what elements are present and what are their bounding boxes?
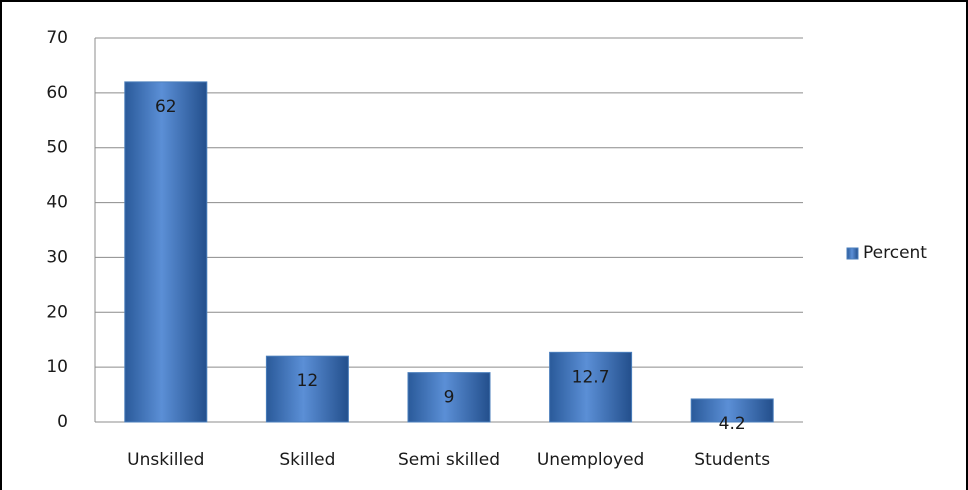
bar — [124, 81, 208, 423]
data-label: 62 — [155, 97, 177, 117]
bar — [265, 355, 349, 423]
x-tick-label: Skilled — [279, 450, 335, 470]
bar — [690, 398, 774, 423]
x-tick-label: Unskilled — [127, 450, 204, 470]
data-label: 12.7 — [572, 367, 610, 387]
x-tick-label: Unemployed — [537, 450, 644, 470]
y-tick-label: 10 — [46, 357, 68, 377]
x-tick-label: Semi skilled — [398, 450, 500, 470]
x-tick-label: Students — [694, 450, 770, 470]
y-tick-label: 50 — [46, 138, 68, 158]
y-tick-label: 40 — [46, 193, 68, 213]
y-tick-label: 70 — [46, 28, 68, 48]
y-tick-label: 0 — [57, 412, 68, 432]
legend-swatch — [846, 247, 859, 260]
data-label: 9 — [444, 388, 455, 408]
data-label: 12 — [297, 371, 319, 391]
y-tick-label: 20 — [46, 302, 68, 322]
y-tick-label: 60 — [46, 83, 68, 103]
data-label: 4.2 — [719, 414, 746, 434]
legend-label: Percent — [863, 243, 927, 263]
bar — [549, 351, 633, 423]
bar — [407, 372, 491, 423]
y-tick-label: 30 — [46, 247, 68, 267]
